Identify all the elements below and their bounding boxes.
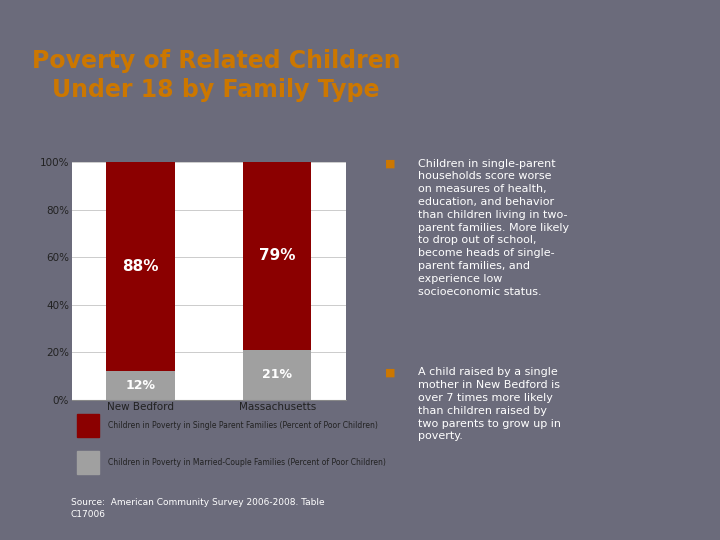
Bar <box>78 451 99 474</box>
Text: Source:  American Community Survey 2006-2008. Table
C17006: Source: American Community Survey 2006-2… <box>71 498 324 519</box>
Text: 79%: 79% <box>259 248 295 264</box>
Bar <box>107 162 174 371</box>
Bar <box>243 162 311 350</box>
Bar <box>78 414 99 437</box>
Text: Children in single-parent
households score worse
on measures of health,
educatio: Children in single-parent households sco… <box>418 159 569 296</box>
Text: 12%: 12% <box>125 379 156 392</box>
Text: Children in Poverty in Married-Couple Families (Percent of Poor Children): Children in Poverty in Married-Couple Fa… <box>107 458 385 467</box>
Bar <box>107 371 174 400</box>
Text: A child raised by a single
mother in New Bedford is
over 7 times more likely
tha: A child raised by a single mother in New… <box>418 367 561 441</box>
Text: 88%: 88% <box>122 259 158 274</box>
Text: 21%: 21% <box>262 368 292 381</box>
Text: ■: ■ <box>384 159 395 168</box>
Text: Poverty of Related Children
Under 18 by Family Type: Poverty of Related Children Under 18 by … <box>32 49 400 103</box>
Text: Children in Poverty in Single Parent Families (Percent of Poor Children): Children in Poverty in Single Parent Fam… <box>107 421 377 430</box>
Bar <box>243 350 311 400</box>
Text: ■: ■ <box>384 367 395 377</box>
